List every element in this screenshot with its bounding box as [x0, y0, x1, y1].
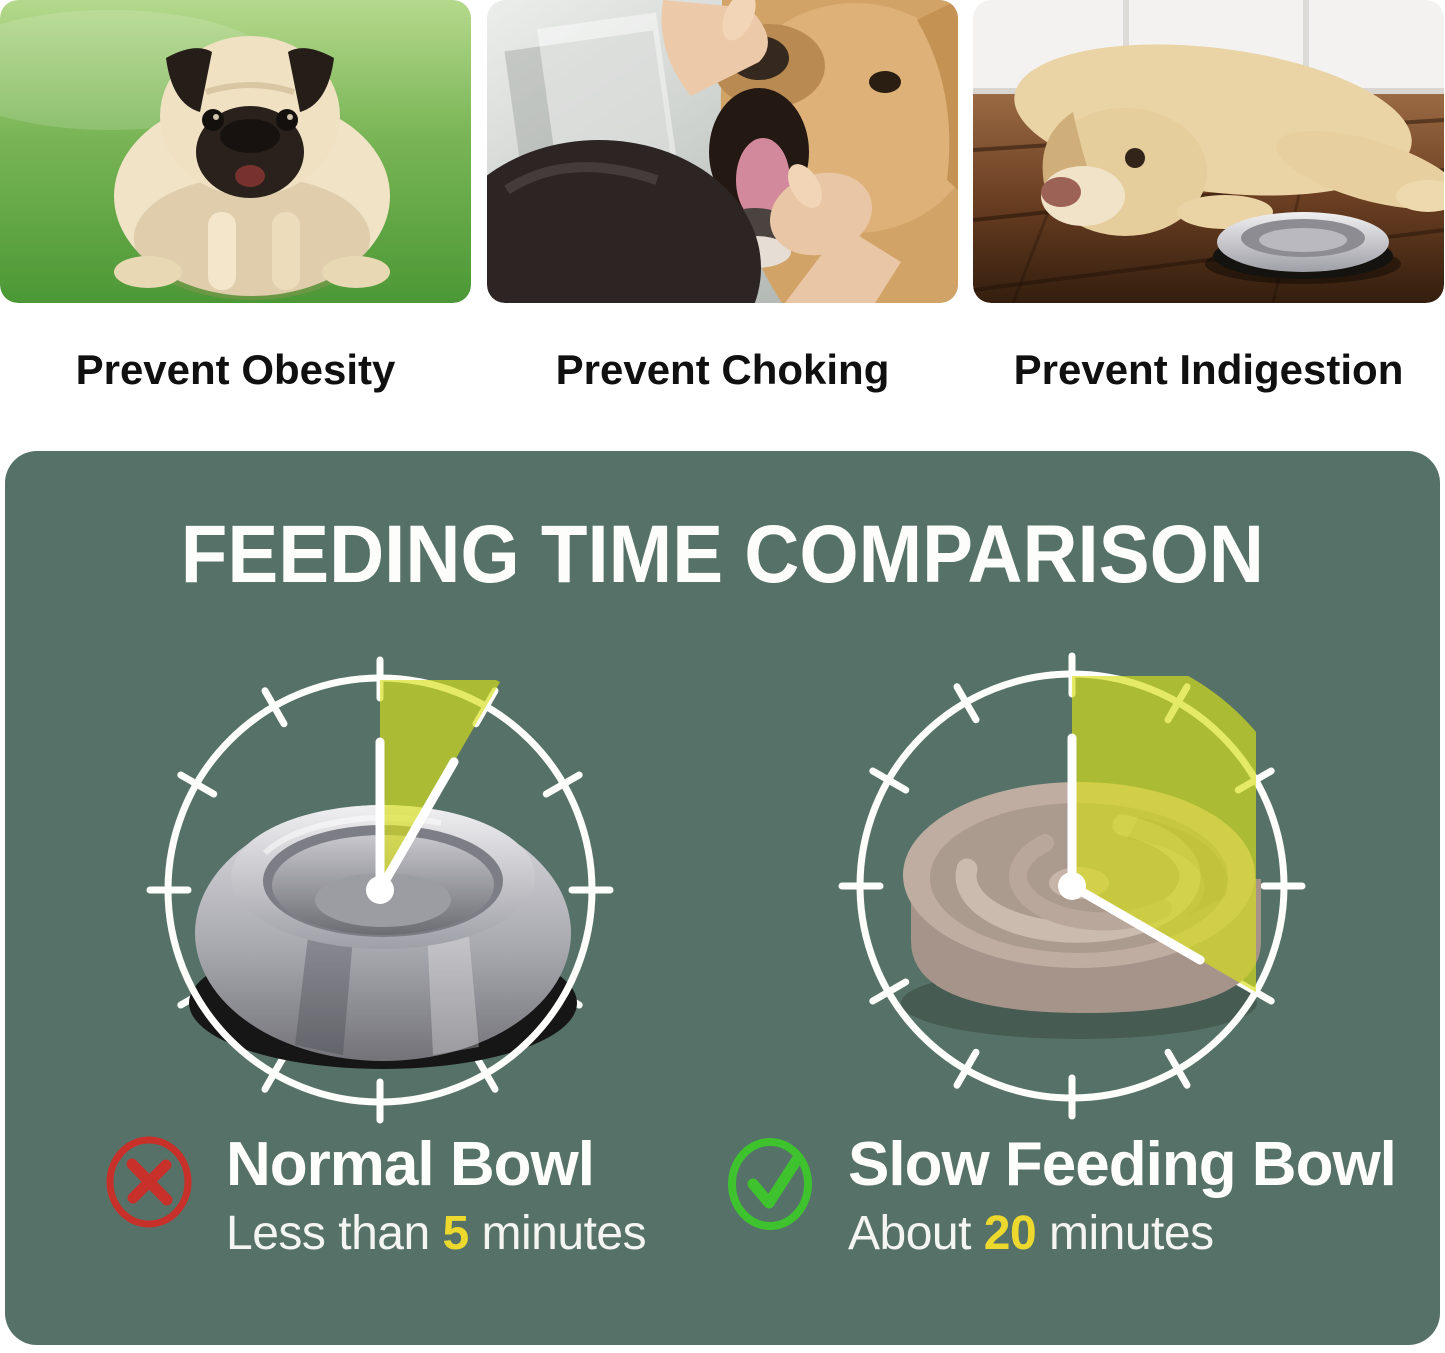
clock-hands [1067, 733, 1205, 965]
time-value: 20 [983, 1207, 1037, 1260]
pug-dog-illustration [114, 36, 390, 300]
prevent-indigestion-photo [973, 0, 1444, 303]
slow-feeding-bowl-clock [838, 652, 1306, 1120]
elapsed-hand [375, 757, 459, 895]
normal-bowl-text: Normal Bowl Less than 5 minutes [226, 1130, 647, 1260]
prevent-obesity-photo [0, 0, 471, 303]
clock-hands [375, 737, 459, 895]
benefit-caption: Prevent Obesity [75, 346, 396, 393]
benefit-caption: Prevent Choking [555, 346, 890, 393]
time-value: 5 [442, 1207, 469, 1260]
check-circle-icon [728, 1138, 812, 1230]
lying-labrador [1014, 44, 1444, 236]
clock-center-dot [366, 876, 394, 904]
clock-center-dot [1058, 872, 1086, 900]
steel-bowl-small [1205, 212, 1401, 284]
feeding-time: Less than 5 minutes [226, 1207, 647, 1260]
slow-feeding-bowl-text: Slow Feeding Bowl About 20 minutes [848, 1130, 1397, 1260]
person-hair [487, 140, 761, 303]
slow-feeding-bowl-verdict: Slow Feeding Bowl About 20 minutes [724, 1130, 1397, 1260]
prevent-choking-photo [487, 0, 958, 303]
clock-dial [856, 670, 1288, 1102]
elapsed-hand [1067, 881, 1205, 965]
feeding-time: About 20 minutes [848, 1207, 1214, 1260]
person-hands [661, 0, 901, 303]
bowl-name: Normal Bowl [226, 1130, 595, 1199]
normal-bowl-verdict: Normal Bowl Less than 5 minutes [102, 1130, 647, 1260]
clock-dial [164, 674, 596, 1106]
benefit-card-indigestion: Prevent Indigestion [973, 0, 1444, 391]
panel-title: FEEDING TIME COMPARISON [180, 509, 1265, 600]
bowl-name: Slow Feeding Bowl [848, 1130, 1397, 1199]
benefit-caption: Prevent Indigestion [1013, 346, 1404, 393]
normal-bowl-clock [146, 656, 614, 1124]
benefit-card-choking: Prevent Choking [487, 0, 958, 391]
benefit-card-obesity: Prevent Obesity [0, 0, 471, 391]
comparison-panel: FEEDING TIME COMPARISON [5, 451, 1440, 1345]
x-circle-icon [106, 1136, 192, 1228]
